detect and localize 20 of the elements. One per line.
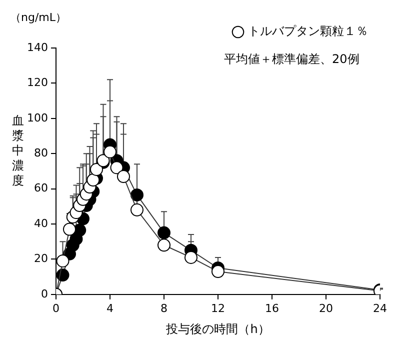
y-tick-label: 60 — [34, 182, 48, 195]
legend-label: トルバプタン顆粒１％ — [248, 24, 368, 38]
x-tick-label: 12 — [211, 302, 225, 315]
x-tick-label: 8 — [160, 302, 168, 315]
y-tick-label: 140 — [26, 40, 48, 54]
x-tick-label: 20 — [319, 302, 333, 315]
x-tick-label: 4 — [106, 302, 114, 315]
y-tick-label: 40 — [34, 216, 48, 230]
x-tick-label: 0 — [52, 302, 60, 315]
y-tick-label: 120 — [26, 76, 48, 90]
x-axis-title: 投与後の時間（h） — [165, 322, 270, 336]
y-tick-label: 100 — [26, 111, 48, 124]
annotation: 平均値＋標準偏差、20例 — [224, 52, 360, 66]
y-tick-label: 0 — [40, 287, 48, 300]
x-tick-label: 16 — [265, 302, 279, 315]
text: （ng/mL） — [10, 10, 67, 24]
y-tick-label: 20 — [34, 252, 48, 266]
x-tick-label: 24 — [373, 302, 387, 315]
y-axis-title: 血漿中濃度 — [12, 113, 24, 188]
y-tick-label: 80 — [34, 146, 48, 160]
